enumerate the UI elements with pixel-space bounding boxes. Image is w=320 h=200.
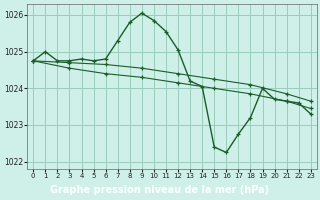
Text: Graphe pression niveau de la mer (hPa): Graphe pression niveau de la mer (hPa): [51, 185, 269, 195]
